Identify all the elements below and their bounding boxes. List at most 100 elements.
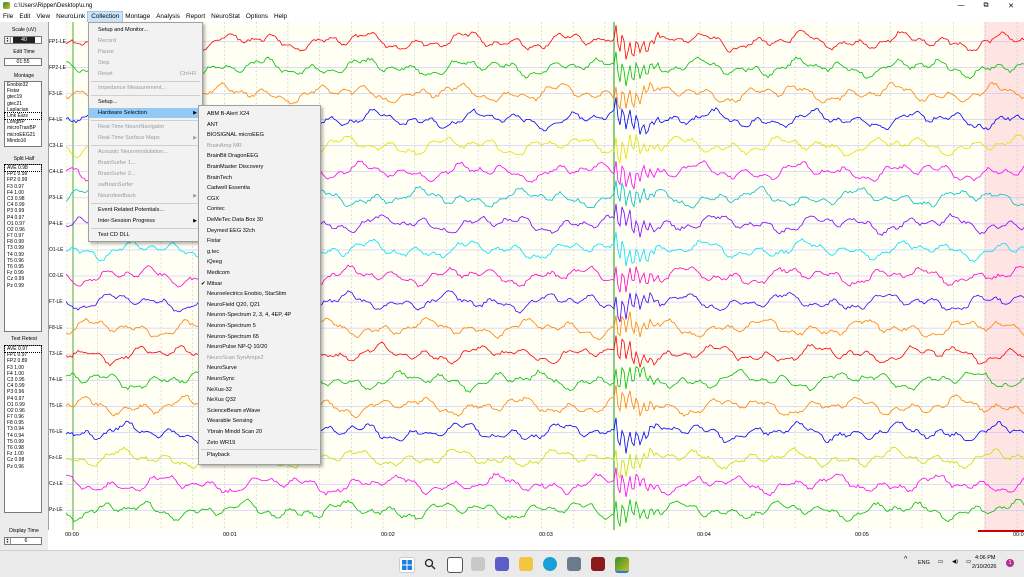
edit-time-field[interactable]: 01:55 xyxy=(4,58,42,66)
test-retest-row[interactable]: F3 1.00 xyxy=(7,364,24,371)
test-retest-row[interactable]: F7 0.96 xyxy=(7,414,24,421)
test-retest-row[interactable]: AVE 0.97 xyxy=(4,344,42,354)
split-half-row[interactable]: FP1 0.99 xyxy=(7,171,28,178)
test-retest-row[interactable]: T3 0.94 xyxy=(7,426,24,433)
display-time-spinner[interactable]: ▲ ▼ 6 xyxy=(4,537,42,545)
montage-list-item[interactable]: microEEG21 xyxy=(7,131,36,138)
split-half-row[interactable]: F7 0.97 xyxy=(7,233,24,240)
task-view-icon[interactable] xyxy=(447,557,463,573)
collection-item-real-time-surface-maps[interactable]: Real-Time Surface Maps ▶ xyxy=(89,133,202,143)
scale-value[interactable]: 40 xyxy=(13,37,35,43)
collection-item-setup[interactable]: Setup... xyxy=(89,97,202,107)
collection-item-test-cd-dll[interactable]: Test CD DLL xyxy=(89,230,202,240)
collection-item-hardware-selection[interactable]: Hardware Selection ▶ xyxy=(89,108,202,118)
split-half-row[interactable]: Cz 0.99 xyxy=(7,276,25,283)
language-indicator[interactable]: ENG xyxy=(918,560,930,566)
hardware-item-mitsar[interactable]: ✔ Mitsar xyxy=(199,279,320,290)
hardware-item-fistar[interactable]: Fistar xyxy=(199,236,320,247)
clock-time[interactable]: 4:06 PM xyxy=(975,555,996,561)
split-half-row[interactable]: Pz 0.99 xyxy=(7,282,24,289)
volume-icon[interactable]: ◀) xyxy=(952,559,959,565)
hardware-item-sciencebeam-ewave[interactable]: ScienceBeam eWave xyxy=(199,406,320,417)
hardware-item-neuron-spectrum-2-3-4-4ep-4p[interactable]: Neuron-Spectrum 2, 3, 4, 4EP, 4P xyxy=(199,310,320,321)
split-half-row[interactable]: C3 0.98 xyxy=(7,195,25,202)
collection-item-stop[interactable]: Stop xyxy=(89,58,202,68)
test-retest-list[interactable]: AVE 0.97 FP1 0.97 FP2 0.89 F3 1.00 F4 1.00 C3… xyxy=(4,344,42,513)
menu-file[interactable]: File xyxy=(3,12,14,20)
collection-item-inter-session-progress[interactable]: Inter-Session Progress ▶ xyxy=(89,216,202,226)
hardware-item-neurosync[interactable]: NeuroSync xyxy=(199,374,320,385)
collection-item-impedance-measurement[interactable]: Impedance Measurement... xyxy=(89,83,202,93)
hardware-item-biosignal-microeeg[interactable]: BIOSIGNAL microEEG xyxy=(199,130,320,141)
file-explorer-icon[interactable] xyxy=(519,557,533,571)
montage-list-item[interactable]: Enobio32 xyxy=(7,82,29,88)
spinner-arrows-icon[interactable]: ▲ ▼ xyxy=(5,37,11,43)
app-icon-red[interactable] xyxy=(591,557,605,571)
chevron-up-icon[interactable]: ^ xyxy=(904,556,908,563)
menu-neurostat[interactable]: NeuroStat xyxy=(211,12,240,20)
split-half-row[interactable]: P3 0.99 xyxy=(7,208,25,215)
spinner-arrows-icon[interactable]: ▲ ▼ xyxy=(5,538,11,544)
collection-item-neurofeedback[interactable]: Neurofeedback ▶ xyxy=(89,191,202,201)
montage-list[interactable]: Enobio32 Fistar gtec19 gtec21 Laplacian Link … xyxy=(4,81,42,147)
hardware-item-deymed-eeg-32ch[interactable]: Deymed EEG 32ch xyxy=(199,226,320,237)
hardware-item-ant[interactable]: ANT xyxy=(199,120,320,131)
collection-item-brainsurfer-2[interactable]: BrainSurfer 2... xyxy=(89,169,202,179)
menu-edit[interactable]: Edit xyxy=(19,12,31,20)
split-half-row[interactable]: FP2 0.99 xyxy=(7,177,28,184)
menu-analysis[interactable]: Analysis xyxy=(156,12,180,20)
network-icon[interactable]: ▭ xyxy=(938,559,944,565)
split-half-row[interactable]: F8 0.99 xyxy=(7,239,24,246)
split-half-row[interactable]: T5 0.96 xyxy=(7,257,24,264)
test-retest-row[interactable]: FP1 0.97 xyxy=(7,352,28,359)
hardware-item-zeto-wr19[interactable]: Zeto WR19 xyxy=(199,438,320,449)
hardware-item-medicom[interactable]: Medicom xyxy=(199,268,320,279)
menu-options[interactable]: Options xyxy=(245,12,268,20)
close-button[interactable]: ✕ xyxy=(1008,2,1014,10)
hardware-item-ybrain-mindd-scan-20[interactable]: Ybrain Mindd Scan 20 xyxy=(199,427,320,438)
split-half-row[interactable]: Fz 0.99 xyxy=(7,270,24,277)
test-retest-row[interactable]: C3 0.95 xyxy=(7,376,25,383)
hardware-item-brainmaster-discovery[interactable]: BrainMaster Discovery xyxy=(199,162,320,173)
test-retest-row[interactable]: Fz 1.00 xyxy=(7,451,24,458)
collection-item-real-time-neuronavigator[interactable]: Real-Time NeuroNavigator xyxy=(89,122,202,132)
hardware-item-playback[interactable]: Playback xyxy=(199,450,320,461)
hardware-item-wearable-sensing[interactable]: Wearable Sensing xyxy=(199,416,320,427)
hardware-item-cgx[interactable]: CGX xyxy=(199,194,320,205)
test-retest-row[interactable]: FP2 0.89 xyxy=(7,358,28,365)
montage-list-item[interactable]: Link Ears xyxy=(4,111,42,121)
hardware-item-neurofield-q20-q21[interactable]: NeuroField Q20, Q21 xyxy=(199,300,320,311)
hardware-item-braintech[interactable]: BrainTech xyxy=(199,173,320,184)
hardware-item-neuron-spectrum-65[interactable]: Neuron-Spectrum 65 xyxy=(199,332,320,343)
split-half-row[interactable]: T4 0.99 xyxy=(7,251,24,258)
edit-time-value[interactable]: 01:55 xyxy=(16,59,30,65)
montage-list-item[interactable]: Fistar xyxy=(7,88,20,95)
split-half-list[interactable]: AVE 0.98 FP1 0.99 FP2 0.99 F3 0.97 F4 1.00 C3… xyxy=(4,163,42,332)
hardware-item-demetec-data-box-30[interactable]: DeMeTec Data Box 30 xyxy=(199,215,320,226)
hardware-item-neuron-spectrum-5[interactable]: Neuron-Spectrum 5 xyxy=(199,321,320,332)
test-retest-row[interactable]: F4 1.00 xyxy=(7,370,24,377)
test-retest-row[interactable]: Cz 0.98 xyxy=(7,457,25,464)
display-time-value[interactable]: 6 xyxy=(24,538,28,544)
split-half-row[interactable]: T3 0.99 xyxy=(7,245,24,252)
menu-montage[interactable]: Montage xyxy=(125,12,151,20)
test-retest-row[interactable]: P3 0.96 xyxy=(7,389,25,396)
menu-collection[interactable]: Collection xyxy=(87,10,124,23)
menu-neurolink[interactable]: NeuroLink xyxy=(56,12,86,20)
hardware-item-neuropulse-np-q-10-20[interactable]: NeuroPulse NP-Q 10/20 xyxy=(199,342,320,353)
split-half-row[interactable]: T6 0.95 xyxy=(7,264,24,270)
hardware-item-brainamp-mr[interactable]: BrainAmp MR xyxy=(199,141,320,152)
hardware-item-iqeeg[interactable]: iQeeg xyxy=(199,257,320,268)
hardware-item-g-tec[interactable]: g.tec xyxy=(199,247,320,258)
montage-list-item[interactable]: gtec21 xyxy=(7,100,23,107)
widgets-icon[interactable] xyxy=(471,557,485,571)
scale-spinner[interactable]: ▲ ▼ 40 xyxy=(4,36,42,44)
collection-item-event-related-potentials[interactable]: Event Related Potentials... xyxy=(89,205,202,215)
montage-list-item[interactable]: gtec19 xyxy=(7,94,23,101)
collection-item-pause[interactable]: Pause xyxy=(89,47,202,57)
notification-badge[interactable]: 1 xyxy=(1006,559,1014,567)
hardware-item-brainbit-dragoneeg[interactable]: BrainBit DragonEEG xyxy=(199,151,320,162)
test-retest-row[interactable]: O1 0.99 xyxy=(7,401,25,408)
clock-date[interactable]: 2/10/2026 xyxy=(972,564,997,570)
collection-item-brainsurfer-1[interactable]: BrainSurfer 1... xyxy=(89,158,202,168)
